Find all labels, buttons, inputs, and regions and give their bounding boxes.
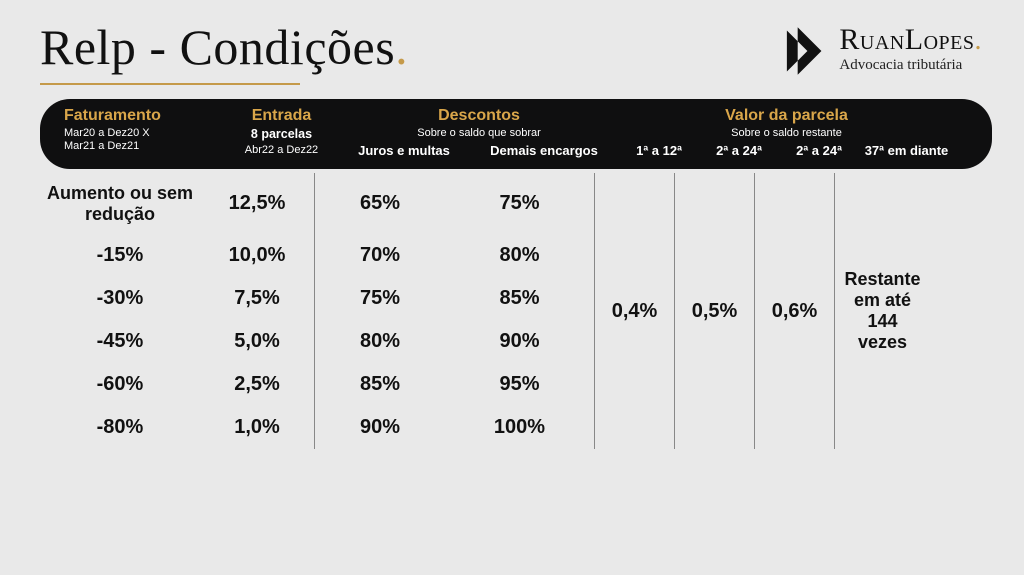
cell-encargos: 80% [445,234,595,277]
title-wrap: Relp - Condições. [40,20,408,85]
th-entrada-subbold: 8 parcelas [224,127,339,141]
cell-juros: 70% [315,234,445,277]
cell-parcela-1: 0,4% [595,173,675,449]
slide: Relp - Condições. RuanLopes. Advocacia t… [0,0,1024,575]
cell-entrada: 10,0% [200,234,315,277]
th-p2: 2ª a 24ª [699,144,779,159]
th-faturamento-title: Faturamento [64,107,224,125]
row-label: -30% [40,277,200,320]
table-body: Aumento ou sem redução 12,5% 65% 75% 0,4… [40,173,992,449]
th-faturamento-sub: Mar20 a Dez20 XMar21 a Dez21 [64,127,224,152]
cell-entrada: 5,0% [200,320,315,363]
cell-juros: 65% [315,173,445,234]
cell-juros: 85% [315,363,445,406]
cell-parcela-3: 0,6% [755,173,835,449]
th-p3: 2ª a 24ª [779,144,859,159]
th-parcela: Valor da parcela Sobre o saldo restante … [619,107,954,159]
cell-entrada: 12,5% [200,173,315,234]
cell-encargos: 85% [445,277,595,320]
title-text: Relp - Condições [40,19,395,75]
th-juros: Juros e multas [339,144,469,159]
cell-entrada: 2,5% [200,363,315,406]
cell-encargos: 100% [445,406,595,449]
th-entrada-title: Entrada [224,107,339,125]
th-encargos: Demais encargos [469,144,619,159]
brand-dot-icon: . [975,25,983,56]
row-label: Aumento ou sem redução [40,173,200,234]
th-descontos-sub: Sobre o saldo que sobrar [339,127,619,140]
th-descontos-title: Descontos [339,107,619,125]
cell-parcela-4: Restante em até 144 vezes [835,173,930,449]
th-p4: 37ª em diante [859,144,954,159]
row-label: -45% [40,320,200,363]
cell-encargos: 95% [445,363,595,406]
row-label: -15% [40,234,200,277]
row-label: -80% [40,406,200,449]
th-parcela-title: Valor da parcela [619,107,954,125]
cell-juros: 90% [315,406,445,449]
brand-text: RuanLopes. Advocacia tributária [839,24,982,73]
brand: RuanLopes. Advocacia tributária [775,24,982,78]
cell-juros: 75% [315,277,445,320]
cell-encargos: 90% [445,320,595,363]
th-entrada: Entrada 8 parcelas Abr22 a Dez22 [224,107,339,156]
cell-encargos: 75% [445,173,595,234]
title-dot-icon: . [395,19,408,75]
brand-subtitle: Advocacia tributária [839,58,982,74]
brand-name: RuanLopes. [839,24,982,56]
title-underline [40,83,300,85]
th-p1: 1ª a 12ª [619,144,699,159]
table-header: Faturamento Mar20 a Dez20 XMar21 a Dez21… [40,99,992,169]
cell-parcela-2: 0,5% [675,173,755,449]
th-parcela-sub: Sobre o saldo restante [619,127,954,140]
cell-entrada: 7,5% [200,277,315,320]
cell-entrada: 1,0% [200,406,315,449]
page-title: Relp - Condições. [40,20,408,75]
brand-logo-icon [775,24,829,78]
header: Relp - Condições. RuanLopes. Advocacia t… [40,20,992,85]
cell-juros: 80% [315,320,445,363]
th-faturamento: Faturamento Mar20 a Dez20 XMar21 a Dez21 [64,107,224,153]
th-entrada-sub: Abr22 a Dez22 [224,144,339,157]
row-label: -60% [40,363,200,406]
th-descontos: Descontos Sobre o saldo que sobrar Juros… [339,107,619,159]
